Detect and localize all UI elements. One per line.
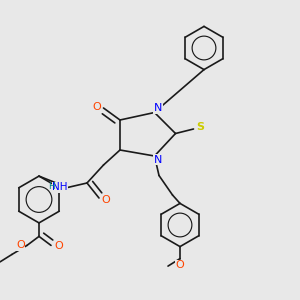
Text: O: O <box>176 260 184 270</box>
Text: N: N <box>154 103 162 113</box>
Text: O: O <box>54 241 63 251</box>
Text: H: H <box>49 182 55 191</box>
Text: S: S <box>196 122 204 133</box>
Text: O: O <box>92 101 101 112</box>
Text: N: N <box>154 154 162 165</box>
Text: O: O <box>101 195 110 206</box>
Text: O: O <box>16 240 25 250</box>
Text: NH: NH <box>52 182 68 193</box>
